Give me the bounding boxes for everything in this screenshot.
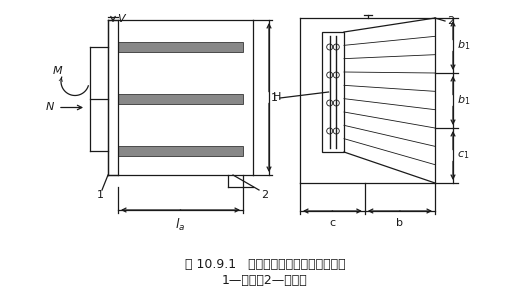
Bar: [118, 146, 243, 156]
Text: $l_a$: $l_a$: [175, 217, 186, 233]
Bar: [322, 32, 344, 152]
Bar: [118, 94, 243, 104]
Text: V: V: [117, 14, 125, 24]
Text: $b_1$: $b_1$: [457, 39, 470, 52]
Text: 1: 1: [271, 93, 278, 103]
Text: 1: 1: [96, 190, 103, 200]
Text: $c_1$: $c_1$: [457, 150, 470, 161]
Text: 图 10.9.1   由锚板和直锚筋组成的预埋件: 图 10.9.1 由锚板和直锚筋组成的预埋件: [184, 257, 346, 271]
Text: $b_1$: $b_1$: [457, 94, 470, 107]
Bar: [118, 42, 243, 52]
Text: b: b: [396, 218, 403, 228]
Text: N: N: [46, 102, 54, 112]
Text: 2: 2: [261, 190, 268, 200]
Text: c: c: [329, 218, 335, 228]
Text: 1—锚板；2—直锚筋: 1—锚板；2—直锚筋: [222, 274, 308, 286]
Text: H: H: [273, 92, 281, 102]
Text: M: M: [53, 67, 63, 77]
Text: 2: 2: [447, 16, 454, 26]
